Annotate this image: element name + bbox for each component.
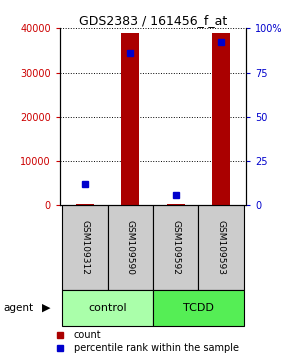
Title: GDS2383 / 161456_f_at: GDS2383 / 161456_f_at [79,14,227,27]
Text: TCDD: TCDD [183,303,214,313]
Text: control: control [88,303,127,313]
Text: ▶: ▶ [42,303,50,313]
Bar [167,204,185,205]
Bar [121,33,140,205]
FancyBboxPatch shape [108,205,153,290]
Text: percentile rank within the sample: percentile rank within the sample [74,343,239,353]
Text: count: count [74,330,101,341]
FancyBboxPatch shape [62,290,153,326]
FancyBboxPatch shape [198,205,244,290]
Text: GSM109590: GSM109590 [126,220,135,275]
Text: GSM109312: GSM109312 [80,220,89,275]
FancyBboxPatch shape [153,290,244,326]
Text: GSM109592: GSM109592 [171,220,180,275]
Text: GSM109593: GSM109593 [217,220,226,275]
Bar [212,33,230,205]
Text: agent: agent [3,303,33,313]
FancyBboxPatch shape [153,205,198,290]
FancyBboxPatch shape [62,205,108,290]
